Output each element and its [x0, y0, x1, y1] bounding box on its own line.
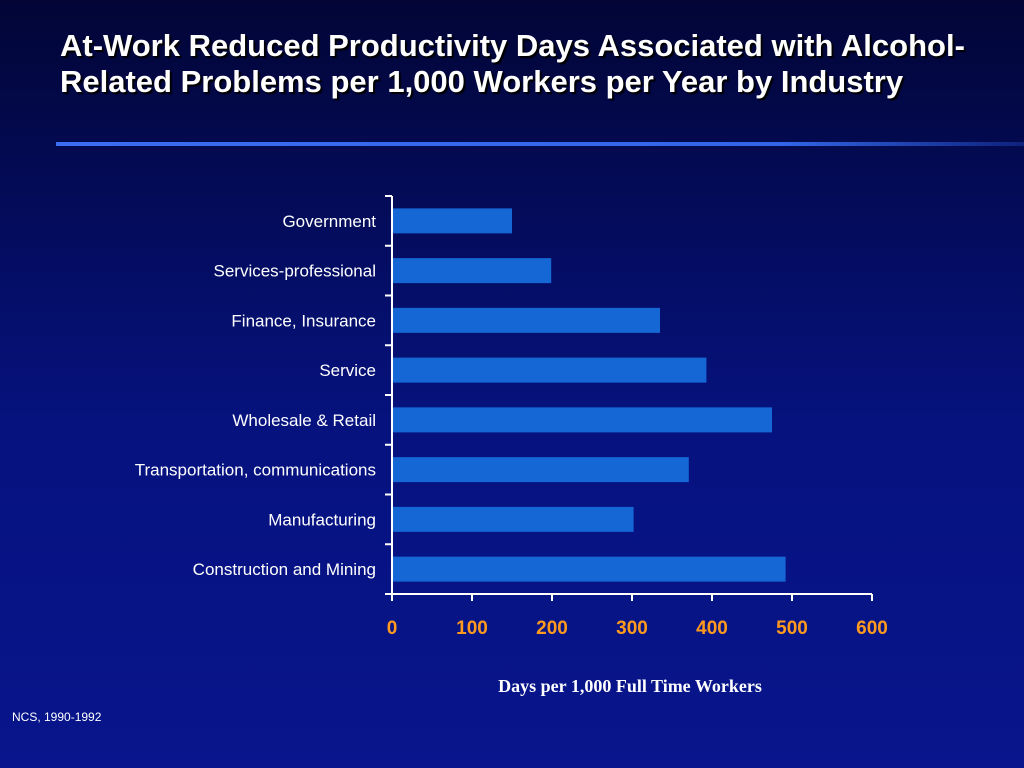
source-note: NCS, 1990-1992 — [12, 710, 102, 724]
title-divider — [56, 142, 1024, 146]
category-label-5: Transportation, communications — [135, 461, 376, 480]
bar-7 — [392, 556, 786, 582]
slide-title: At-Work Reduced Productivity Days Associ… — [60, 28, 965, 99]
x-tick-label-6: 600 — [856, 618, 888, 639]
bar-5 — [392, 457, 689, 483]
category-label-3: Service — [319, 361, 376, 380]
bar-2 — [392, 307, 660, 333]
axes-group — [385, 195, 873, 601]
bar-6 — [392, 506, 634, 532]
category-label-0: Government — [282, 212, 376, 231]
x-axis-title: Days per 1,000 Full Time Workers — [498, 676, 762, 696]
x-tick-label-4: 400 — [696, 618, 728, 639]
category-label-4: Wholesale & Retail — [232, 411, 376, 430]
x-tick-label-0: 0 — [387, 618, 398, 639]
category-label-6: Manufacturing — [268, 510, 376, 529]
bars-group — [392, 208, 786, 582]
bar-3 — [392, 357, 707, 383]
bar-4 — [392, 407, 772, 433]
labels-group: Government Services-professional Finance, … — [135, 212, 888, 639]
category-label-7: Construction and Mining — [193, 560, 376, 579]
x-tick-label-1: 100 — [456, 618, 488, 639]
bar-1 — [392, 258, 552, 284]
x-tick-label-3: 300 — [616, 618, 648, 639]
x-tick-label-2: 200 — [536, 618, 568, 639]
category-label-1: Services-professional — [213, 262, 376, 281]
x-tick-label-5: 500 — [776, 618, 808, 639]
bar-0 — [392, 208, 512, 234]
category-label-2: Finance, Insurance — [231, 311, 376, 330]
